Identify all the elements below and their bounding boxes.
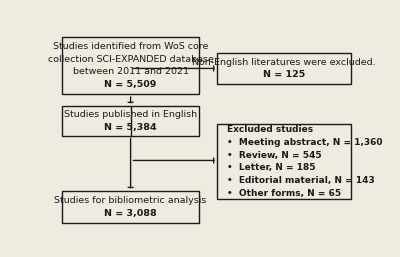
Text: Non-English literatures were excluded.: Non-English literatures were excluded.	[192, 58, 376, 67]
Text: N = 3,088: N = 3,088	[104, 209, 157, 218]
FancyBboxPatch shape	[62, 37, 199, 94]
Text: N = 5,509: N = 5,509	[104, 80, 157, 89]
Text: Studies published in English: Studies published in English	[64, 110, 197, 119]
Text: Studies for bibliometric analysis: Studies for bibliometric analysis	[54, 196, 207, 205]
Text: Studies identified from WoS core: Studies identified from WoS core	[53, 42, 208, 51]
Text: •  Meeting abstract, N = 1,360: • Meeting abstract, N = 1,360	[227, 138, 382, 147]
Text: Excluded studies: Excluded studies	[227, 125, 313, 134]
FancyBboxPatch shape	[218, 124, 351, 199]
Text: N = 5,384: N = 5,384	[104, 123, 157, 132]
Text: •  Editorial material, N = 143: • Editorial material, N = 143	[227, 176, 374, 185]
FancyBboxPatch shape	[218, 53, 351, 84]
FancyBboxPatch shape	[62, 106, 199, 136]
Text: •  Letter, N = 185: • Letter, N = 185	[227, 163, 315, 172]
Text: between 2011 and 2021: between 2011 and 2021	[73, 67, 189, 76]
Text: •  Other forms, N = 65: • Other forms, N = 65	[227, 189, 341, 198]
FancyBboxPatch shape	[62, 191, 199, 223]
Text: N = 125: N = 125	[263, 70, 305, 79]
Text: •  Review, N = 545: • Review, N = 545	[227, 151, 321, 160]
Text: collection SCI-EXPANDED database: collection SCI-EXPANDED database	[48, 54, 214, 63]
